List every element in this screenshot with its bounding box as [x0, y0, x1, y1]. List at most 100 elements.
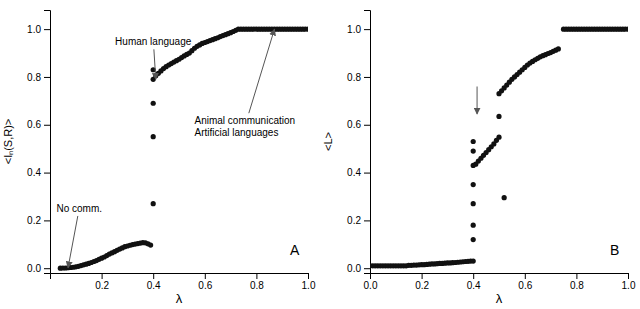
x-axis-title: λ — [176, 291, 183, 306]
tick-mark — [308, 273, 309, 279]
tick: 0.0 — [27, 263, 50, 274]
point — [151, 134, 156, 139]
x-axis-title: λ — [496, 291, 503, 306]
panel: 0.00.20.40.60.81.00.00.20.40.60.81.0λ<L>… — [322, 11, 636, 307]
tick: 0.8 — [347, 72, 370, 83]
axis-line — [364, 11, 371, 274]
tick: 0.0 — [364, 273, 378, 291]
point — [148, 242, 153, 247]
point — [471, 223, 476, 228]
tick-mark — [364, 220, 370, 221]
point — [496, 135, 501, 140]
tick: 0.2 — [95, 273, 109, 291]
tick: 0.8 — [27, 72, 50, 83]
tick-mark — [364, 268, 370, 269]
tick-mark — [256, 273, 257, 279]
tick-mark — [44, 268, 50, 269]
tick-label: 0.2 — [95, 280, 109, 291]
tick: 0.0 — [347, 263, 370, 274]
tick-mark — [153, 273, 154, 279]
series — [471, 139, 476, 242]
tick: 0.2 — [415, 273, 429, 291]
series — [496, 114, 506, 200]
tick-label: 0.2 — [347, 215, 361, 226]
tick-label: 0.4 — [27, 167, 41, 178]
tick: 0.8 — [250, 273, 264, 291]
tick-label: 0.0 — [364, 280, 378, 291]
tick: 0.6 — [27, 119, 50, 130]
plot-area — [58, 27, 308, 271]
series — [236, 27, 308, 32]
annotation: No comm. — [56, 203, 102, 214]
point — [625, 27, 628, 32]
plot-area — [370, 27, 628, 269]
tick-mark — [102, 273, 103, 279]
y-axis: 0.0 0.2 0.4 0.6 0.8 1.0 — [347, 11, 370, 274]
chart: 0.20.40.60.81.00.00.20.40.60.81.0λ<Iₙ(S,… — [0, 0, 640, 309]
tick-label: 0.8 — [27, 72, 41, 83]
point — [471, 258, 476, 263]
point — [471, 148, 476, 153]
y-axis: 0.0 0.2 0.4 0.6 0.8 1.0 — [27, 11, 50, 274]
tick: 0.4 — [147, 273, 161, 291]
tick-label: 0.6 — [198, 280, 212, 291]
tick-mark — [44, 125, 50, 126]
tick: 0.4 — [347, 167, 370, 178]
tick-mark — [44, 77, 50, 78]
tick-mark — [628, 273, 629, 279]
point — [496, 114, 501, 119]
tick: 1.0 — [302, 273, 316, 291]
tick-label: 0.0 — [27, 263, 41, 274]
tick-label: 1.0 — [27, 24, 41, 35]
annotation-arrow — [249, 29, 275, 113]
tick-mark — [205, 273, 206, 279]
tick-label: 0.4 — [467, 280, 481, 291]
point — [471, 139, 476, 144]
tick: 0.6 — [518, 273, 532, 291]
tick-mark — [364, 29, 370, 30]
axis-line — [44, 11, 51, 274]
series — [370, 258, 476, 268]
annotation: Animal communicationArtificial languages — [194, 115, 295, 138]
x-axis: 0.2 0.4 0.6 0.8 1.0 — [51, 273, 316, 291]
annotation: Human language — [115, 36, 192, 47]
tick-label: 0.8 — [570, 280, 584, 291]
tick-mark — [422, 273, 423, 279]
point — [151, 101, 156, 106]
tick: 0.4 — [27, 167, 50, 178]
tick: 0.2 — [347, 215, 370, 226]
tick-label: 1.0 — [302, 280, 316, 291]
tick-label: 0.4 — [347, 167, 361, 178]
tick-mark — [364, 77, 370, 78]
tick-label: 0.2 — [415, 280, 429, 291]
tick-mark — [576, 273, 577, 279]
tick: 0.2 — [27, 215, 50, 226]
tick-label: 0.6 — [347, 119, 361, 130]
point — [305, 27, 308, 32]
tick: 0.6 — [347, 119, 370, 130]
series — [151, 67, 156, 206]
tick: 1.0 — [347, 24, 370, 35]
tick: 0.8 — [570, 273, 584, 291]
tick-label: 0.8 — [250, 280, 264, 291]
tick-label: 0.2 — [27, 215, 41, 226]
annotation-arrow — [477, 87, 478, 114]
annotation-arrow — [154, 49, 156, 79]
point — [471, 182, 476, 187]
tick-label: 0.4 — [147, 280, 161, 291]
axis-line — [51, 274, 309, 280]
panel-label: B — [610, 242, 619, 258]
annotation-arrow — [68, 216, 78, 268]
panel: 0.20.40.60.81.00.00.20.40.60.81.0λ<Iₙ(S,… — [2, 11, 316, 307]
tick-mark — [473, 273, 474, 279]
tick-mark — [44, 29, 50, 30]
tick-mark — [44, 173, 50, 174]
y-axis-title: <L> — [322, 132, 334, 151]
tick-label: 1.0 — [347, 24, 361, 35]
tick-mark — [364, 173, 370, 174]
tick-mark — [525, 273, 526, 279]
tick: 0.6 — [198, 273, 212, 291]
point — [151, 201, 156, 206]
series — [496, 46, 561, 96]
tick: 0.4 — [467, 273, 481, 291]
